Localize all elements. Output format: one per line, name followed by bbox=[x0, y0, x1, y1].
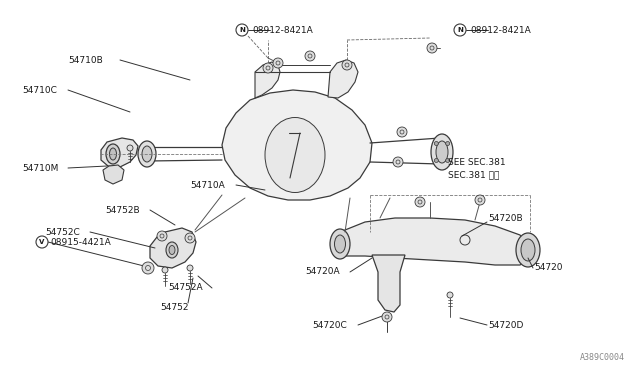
Polygon shape bbox=[255, 62, 280, 98]
Text: 54720D: 54720D bbox=[488, 321, 524, 330]
Text: 08912-8421A: 08912-8421A bbox=[470, 26, 531, 35]
Circle shape bbox=[263, 63, 273, 73]
Polygon shape bbox=[150, 228, 196, 268]
Circle shape bbox=[127, 145, 133, 151]
Text: N: N bbox=[457, 27, 463, 33]
Ellipse shape bbox=[330, 229, 350, 259]
Text: V: V bbox=[39, 239, 45, 245]
Polygon shape bbox=[222, 90, 372, 200]
Circle shape bbox=[142, 262, 154, 274]
Text: 54752A: 54752A bbox=[168, 283, 203, 292]
Circle shape bbox=[454, 24, 466, 36]
Circle shape bbox=[382, 312, 392, 322]
Circle shape bbox=[36, 236, 48, 248]
Text: 54710M: 54710M bbox=[22, 164, 58, 173]
Circle shape bbox=[435, 141, 438, 145]
Polygon shape bbox=[101, 138, 138, 167]
Ellipse shape bbox=[138, 141, 156, 167]
Circle shape bbox=[273, 58, 283, 68]
Text: 54720: 54720 bbox=[534, 263, 563, 273]
Text: 08912-8421A: 08912-8421A bbox=[252, 26, 313, 35]
Circle shape bbox=[187, 265, 193, 271]
Circle shape bbox=[475, 195, 485, 205]
Polygon shape bbox=[328, 60, 358, 98]
Ellipse shape bbox=[106, 144, 120, 164]
Polygon shape bbox=[103, 165, 124, 184]
Circle shape bbox=[447, 292, 453, 298]
Circle shape bbox=[185, 233, 195, 243]
Circle shape bbox=[435, 158, 438, 163]
Circle shape bbox=[162, 267, 168, 273]
Ellipse shape bbox=[166, 242, 178, 258]
Text: SEE SEC.381: SEE SEC.381 bbox=[448, 157, 506, 167]
Text: 54752: 54752 bbox=[160, 304, 189, 312]
Ellipse shape bbox=[169, 246, 175, 254]
Circle shape bbox=[397, 127, 407, 137]
Circle shape bbox=[393, 157, 403, 167]
Ellipse shape bbox=[521, 239, 535, 261]
Polygon shape bbox=[372, 255, 405, 312]
Text: 54752C: 54752C bbox=[45, 228, 80, 237]
Circle shape bbox=[415, 197, 425, 207]
Circle shape bbox=[342, 60, 352, 70]
Ellipse shape bbox=[109, 148, 116, 160]
Text: N: N bbox=[239, 27, 245, 33]
Circle shape bbox=[305, 51, 315, 61]
Text: 54710A: 54710A bbox=[190, 180, 225, 189]
Ellipse shape bbox=[436, 141, 448, 163]
Ellipse shape bbox=[142, 146, 152, 162]
Text: 54752B: 54752B bbox=[105, 205, 140, 215]
Circle shape bbox=[445, 141, 450, 145]
Circle shape bbox=[236, 24, 248, 36]
Ellipse shape bbox=[265, 118, 325, 192]
Text: 54720B: 54720B bbox=[488, 214, 523, 222]
Circle shape bbox=[157, 231, 167, 241]
Text: 54720C: 54720C bbox=[312, 321, 347, 330]
Circle shape bbox=[445, 158, 450, 163]
Text: 54720A: 54720A bbox=[305, 267, 340, 276]
Ellipse shape bbox=[335, 235, 346, 253]
Ellipse shape bbox=[516, 233, 540, 267]
Circle shape bbox=[427, 43, 437, 53]
Text: A389C0004: A389C0004 bbox=[580, 353, 625, 362]
Text: 54710C: 54710C bbox=[22, 86, 57, 94]
Text: 08915-4421A: 08915-4421A bbox=[50, 237, 111, 247]
Text: SEC.381 参照: SEC.381 参照 bbox=[448, 170, 499, 180]
Ellipse shape bbox=[431, 134, 453, 170]
Polygon shape bbox=[334, 218, 530, 265]
Text: 54710B: 54710B bbox=[68, 55, 103, 64]
